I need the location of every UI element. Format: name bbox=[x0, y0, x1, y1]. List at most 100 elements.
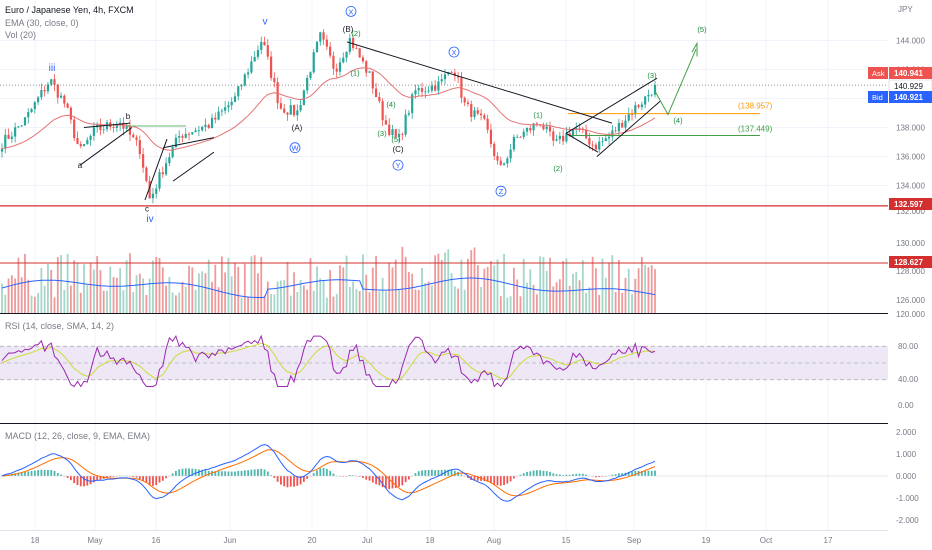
candle-body bbox=[315, 41, 319, 53]
wave-circle bbox=[289, 142, 301, 154]
candle-body bbox=[470, 103, 473, 118]
candle-body bbox=[391, 129, 394, 136]
candle-body bbox=[463, 97, 466, 103]
volume-bar bbox=[10, 275, 13, 313]
candle-body bbox=[30, 109, 33, 113]
macd-histogram-bar bbox=[424, 470, 427, 476]
candle-body bbox=[516, 136, 519, 138]
macd-histogram-bar bbox=[650, 470, 653, 476]
candle-body bbox=[230, 101, 233, 106]
symbol-legend[interactable]: Euro / Japanese Yen, 4h, FXCM bbox=[5, 5, 134, 15]
volume-bar bbox=[207, 259, 210, 313]
wave-label: iii bbox=[49, 63, 56, 74]
volume-bar bbox=[611, 255, 614, 313]
candle-body bbox=[56, 84, 59, 98]
grid-lines bbox=[0, 0, 888, 530]
wave-label: iv bbox=[146, 214, 153, 225]
candle-body bbox=[552, 131, 555, 141]
projection-arrowhead bbox=[691, 41, 698, 57]
macd-histogram-bar bbox=[375, 476, 377, 485]
candle-body bbox=[502, 163, 506, 165]
candle-body bbox=[181, 136, 184, 138]
volume-bar bbox=[631, 294, 633, 313]
support-price-tag: 132.597 bbox=[894, 200, 923, 209]
volume-bar bbox=[129, 253, 131, 313]
candle-body bbox=[381, 101, 384, 121]
macd-histogram-bar bbox=[595, 476, 597, 478]
candle-body bbox=[420, 88, 424, 92]
volume-pane[interactable] bbox=[0, 246, 888, 314]
volume-bar bbox=[266, 281, 269, 313]
rsi-legend[interactable]: RSI (14, close, SMA, 14, 2) bbox=[5, 321, 115, 331]
macd-histogram-bar bbox=[234, 471, 236, 476]
macd-histogram-bar bbox=[575, 473, 578, 476]
candle-body bbox=[89, 135, 92, 140]
candle-body bbox=[99, 124, 102, 130]
macd-histogram-bar bbox=[581, 473, 584, 476]
volume-bar bbox=[30, 295, 33, 313]
macd-histogram-bar bbox=[509, 476, 512, 482]
candle-body bbox=[407, 113, 410, 115]
candle-body bbox=[115, 125, 118, 128]
macd-pane[interactable] bbox=[0, 444, 888, 531]
volume-bar bbox=[188, 265, 190, 313]
volume-legend[interactable]: Vol (20) bbox=[5, 30, 37, 40]
candle-body bbox=[299, 105, 302, 111]
volume-bar bbox=[280, 280, 282, 313]
wave-label: (1) bbox=[350, 68, 360, 77]
volume-bar bbox=[175, 295, 177, 313]
volume-bar bbox=[562, 261, 565, 313]
macd-histogram-bar bbox=[358, 476, 361, 477]
candle-body bbox=[578, 128, 581, 129]
macd-histogram-bar bbox=[135, 476, 138, 478]
rsi-pane[interactable] bbox=[0, 334, 888, 424]
macd-histogram-bar bbox=[562, 475, 565, 476]
candle-body bbox=[397, 133, 401, 138]
wave-label: (3) bbox=[647, 71, 657, 80]
volume-bar bbox=[299, 279, 302, 313]
macd-histogram-bar bbox=[109, 476, 112, 478]
macd-histogram-bar bbox=[565, 474, 568, 476]
price-axis[interactable]: JPY134.000136.000138.000140.000142.00014… bbox=[868, 5, 932, 525]
ask-price-tag: 140.941 bbox=[894, 69, 923, 78]
volume-bar bbox=[572, 273, 574, 313]
candle-body bbox=[319, 32, 322, 42]
candle-body bbox=[250, 61, 253, 73]
ema-legend[interactable]: EMA (30, close, 0) bbox=[5, 18, 79, 28]
volume-bar bbox=[148, 278, 151, 313]
candle-body bbox=[14, 127, 17, 137]
macd-histogram-bar bbox=[181, 468, 184, 476]
candle-body bbox=[575, 128, 578, 130]
drawing-overlay[interactable]: (138.957)(137.449)iiiabcivv(A)WX(B)(2)(1… bbox=[0, 5, 888, 225]
ask-side-tag-bg bbox=[868, 67, 888, 79]
macd-histogram-bar bbox=[572, 474, 574, 476]
candle-body bbox=[214, 117, 217, 120]
time-tick-label: Oct bbox=[760, 536, 773, 545]
candle-body bbox=[640, 104, 643, 108]
volume-bar bbox=[96, 256, 99, 313]
time-tick-label: Jun bbox=[224, 536, 237, 545]
macd-histogram-bar bbox=[532, 470, 535, 476]
macd-histogram-bar bbox=[302, 476, 305, 482]
volume-bar bbox=[53, 297, 56, 313]
macd-histogram-bar bbox=[273, 476, 276, 478]
macd-histogram-bar bbox=[496, 476, 499, 486]
volume-bar bbox=[650, 265, 653, 313]
macd-legend[interactable]: MACD (12, 26, close, 9, EMA, EMA) bbox=[5, 431, 151, 441]
price-pane[interactable] bbox=[0, 29, 657, 204]
volume-bar bbox=[647, 267, 650, 313]
volume-bar bbox=[1, 283, 3, 313]
macd-histogram-bar bbox=[155, 476, 158, 486]
time-axis[interactable]: 18 May 16 Jun 20 Jul 18 Aug 15 Sep 19 Oct 17 bbox=[31, 536, 833, 545]
volume-bar bbox=[50, 269, 53, 313]
candle-body bbox=[493, 143, 496, 157]
macd-histogram-bar bbox=[243, 470, 246, 476]
volume-bar bbox=[388, 262, 391, 313]
candle-body bbox=[483, 115, 486, 119]
bid-price-tag-bg bbox=[889, 91, 932, 103]
macd-histogram-bar bbox=[460, 474, 463, 476]
volume-bar bbox=[568, 285, 571, 313]
volume-bar bbox=[585, 292, 587, 313]
macd-histogram-bar bbox=[407, 476, 410, 480]
